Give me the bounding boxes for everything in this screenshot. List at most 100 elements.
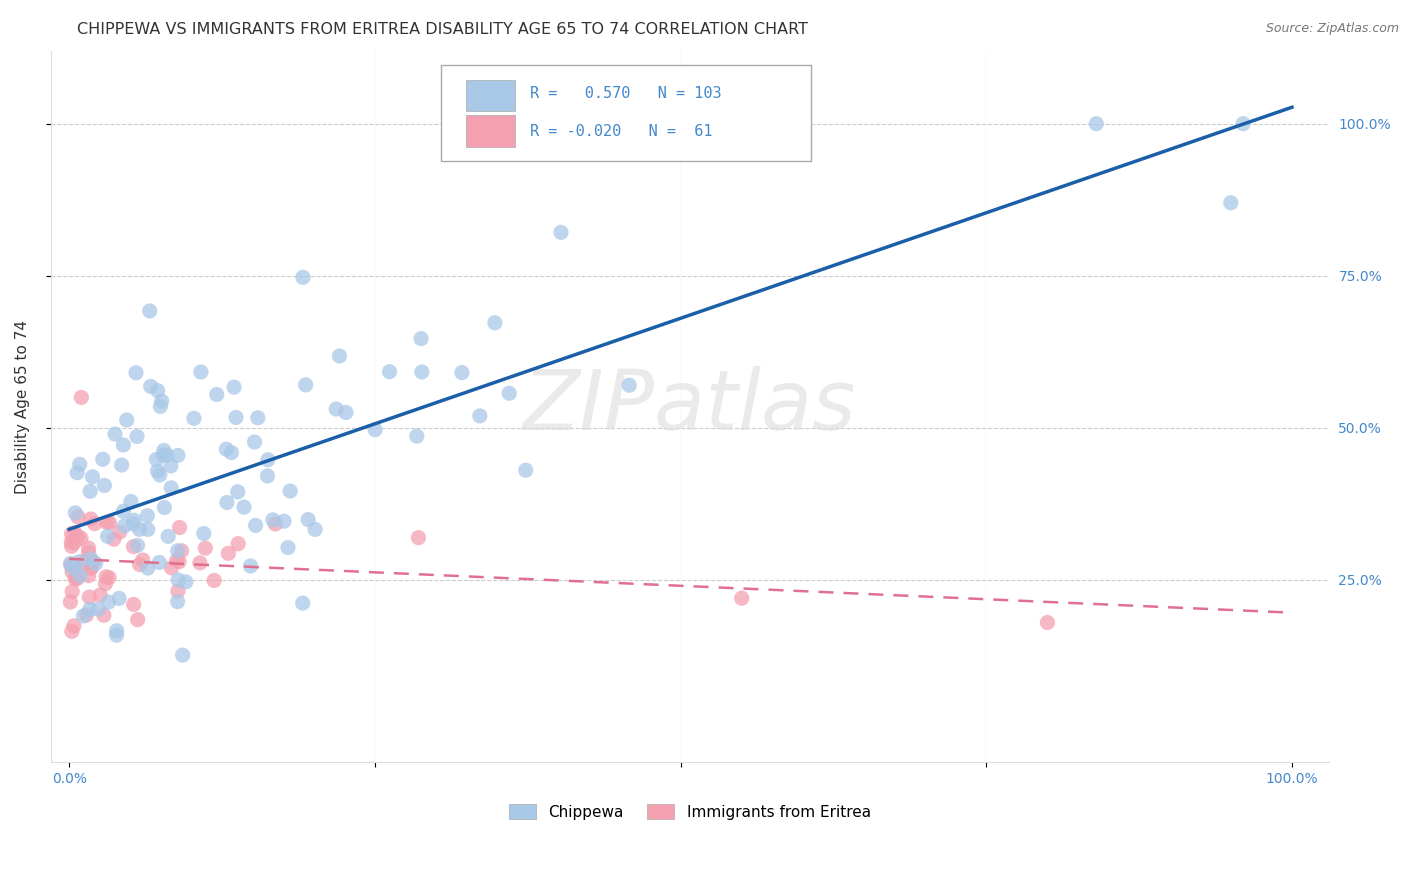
Point	[169, 520, 191, 534]
Point	[172, 648, 194, 662]
Point	[291, 596, 314, 610]
Point	[226, 537, 249, 551]
Point	[62, 561, 84, 575]
Point	[60, 534, 83, 549]
Point	[72, 609, 94, 624]
Point	[93, 478, 115, 492]
Point	[194, 541, 217, 556]
Point	[167, 584, 190, 599]
Point	[138, 304, 160, 318]
Point	[127, 613, 149, 627]
Point	[60, 584, 83, 599]
Point	[122, 540, 145, 554]
Point	[80, 552, 103, 566]
Point	[66, 572, 89, 586]
Point	[217, 546, 239, 560]
Point	[202, 574, 225, 588]
Point	[125, 366, 148, 380]
Point	[291, 270, 314, 285]
Point	[498, 386, 520, 401]
Point	[167, 555, 190, 569]
Point	[122, 598, 145, 612]
Point	[484, 316, 506, 330]
Point	[215, 495, 238, 509]
Point	[405, 429, 427, 443]
Point	[112, 504, 135, 518]
Point	[77, 546, 100, 560]
Point	[77, 541, 100, 555]
Point	[127, 538, 149, 552]
Point	[294, 377, 316, 392]
Point	[63, 525, 86, 540]
FancyBboxPatch shape	[440, 65, 811, 161]
Point	[136, 522, 159, 536]
Y-axis label: Disability Age 65 to 74: Disability Age 65 to 74	[15, 319, 30, 493]
Point	[183, 411, 205, 425]
Point	[1219, 195, 1241, 210]
Point	[122, 516, 145, 531]
Point	[409, 332, 432, 346]
Point	[156, 448, 179, 462]
Point	[122, 513, 145, 527]
Legend: Chippewa, Immigrants from Eritrea: Chippewa, Immigrants from Eritrea	[503, 798, 877, 826]
Point	[63, 619, 86, 633]
Point	[83, 516, 105, 531]
Point	[325, 401, 347, 416]
Text: ZIPatlas: ZIPatlas	[523, 366, 856, 447]
Point	[149, 467, 172, 482]
Point	[297, 512, 319, 526]
Point	[105, 628, 128, 642]
Point	[63, 572, 86, 586]
Point	[77, 590, 100, 604]
Point	[468, 409, 491, 423]
Text: CHIPPEWA VS IMMIGRANTS FROM ERITREA DISABILITY AGE 65 TO 74 CORRELATION CHART: CHIPPEWA VS IMMIGRANTS FROM ERITREA DISA…	[77, 22, 808, 37]
Point	[149, 400, 172, 414]
Point	[190, 365, 212, 379]
Point	[515, 463, 537, 477]
Point	[378, 365, 401, 379]
Point	[243, 435, 266, 450]
Point	[167, 449, 190, 463]
Point	[98, 516, 121, 530]
Point	[166, 543, 188, 558]
Point	[76, 608, 98, 623]
Point	[215, 442, 238, 457]
Point	[328, 349, 350, 363]
Point	[103, 533, 125, 547]
Point	[153, 443, 176, 458]
Point	[239, 559, 262, 574]
Point	[451, 366, 474, 380]
Point	[98, 570, 121, 584]
Point	[69, 458, 91, 472]
Point	[257, 452, 280, 467]
Point	[188, 556, 211, 570]
Point	[69, 569, 91, 583]
Point	[160, 561, 183, 575]
Point	[617, 378, 640, 392]
Point	[80, 559, 103, 574]
Point	[70, 391, 93, 405]
Point	[148, 556, 170, 570]
Point	[166, 553, 188, 567]
Point	[1232, 117, 1254, 131]
Point	[89, 588, 111, 602]
Point	[66, 509, 89, 524]
Point	[67, 555, 90, 569]
Point	[160, 458, 183, 473]
Point	[174, 574, 197, 589]
Point	[160, 481, 183, 495]
Point	[233, 500, 256, 515]
Point	[222, 380, 245, 394]
Text: R = -0.020   N =  61: R = -0.020 N = 61	[530, 124, 713, 138]
Point	[205, 387, 228, 401]
Point	[1085, 117, 1108, 131]
Point	[70, 531, 93, 545]
Point	[112, 438, 135, 452]
Point	[136, 508, 159, 523]
Bar	[467, 115, 515, 147]
Point	[115, 413, 138, 427]
Text: Source: ZipAtlas.com: Source: ZipAtlas.com	[1265, 22, 1399, 36]
Point	[731, 591, 754, 606]
Point	[550, 225, 572, 239]
Point	[128, 522, 150, 536]
